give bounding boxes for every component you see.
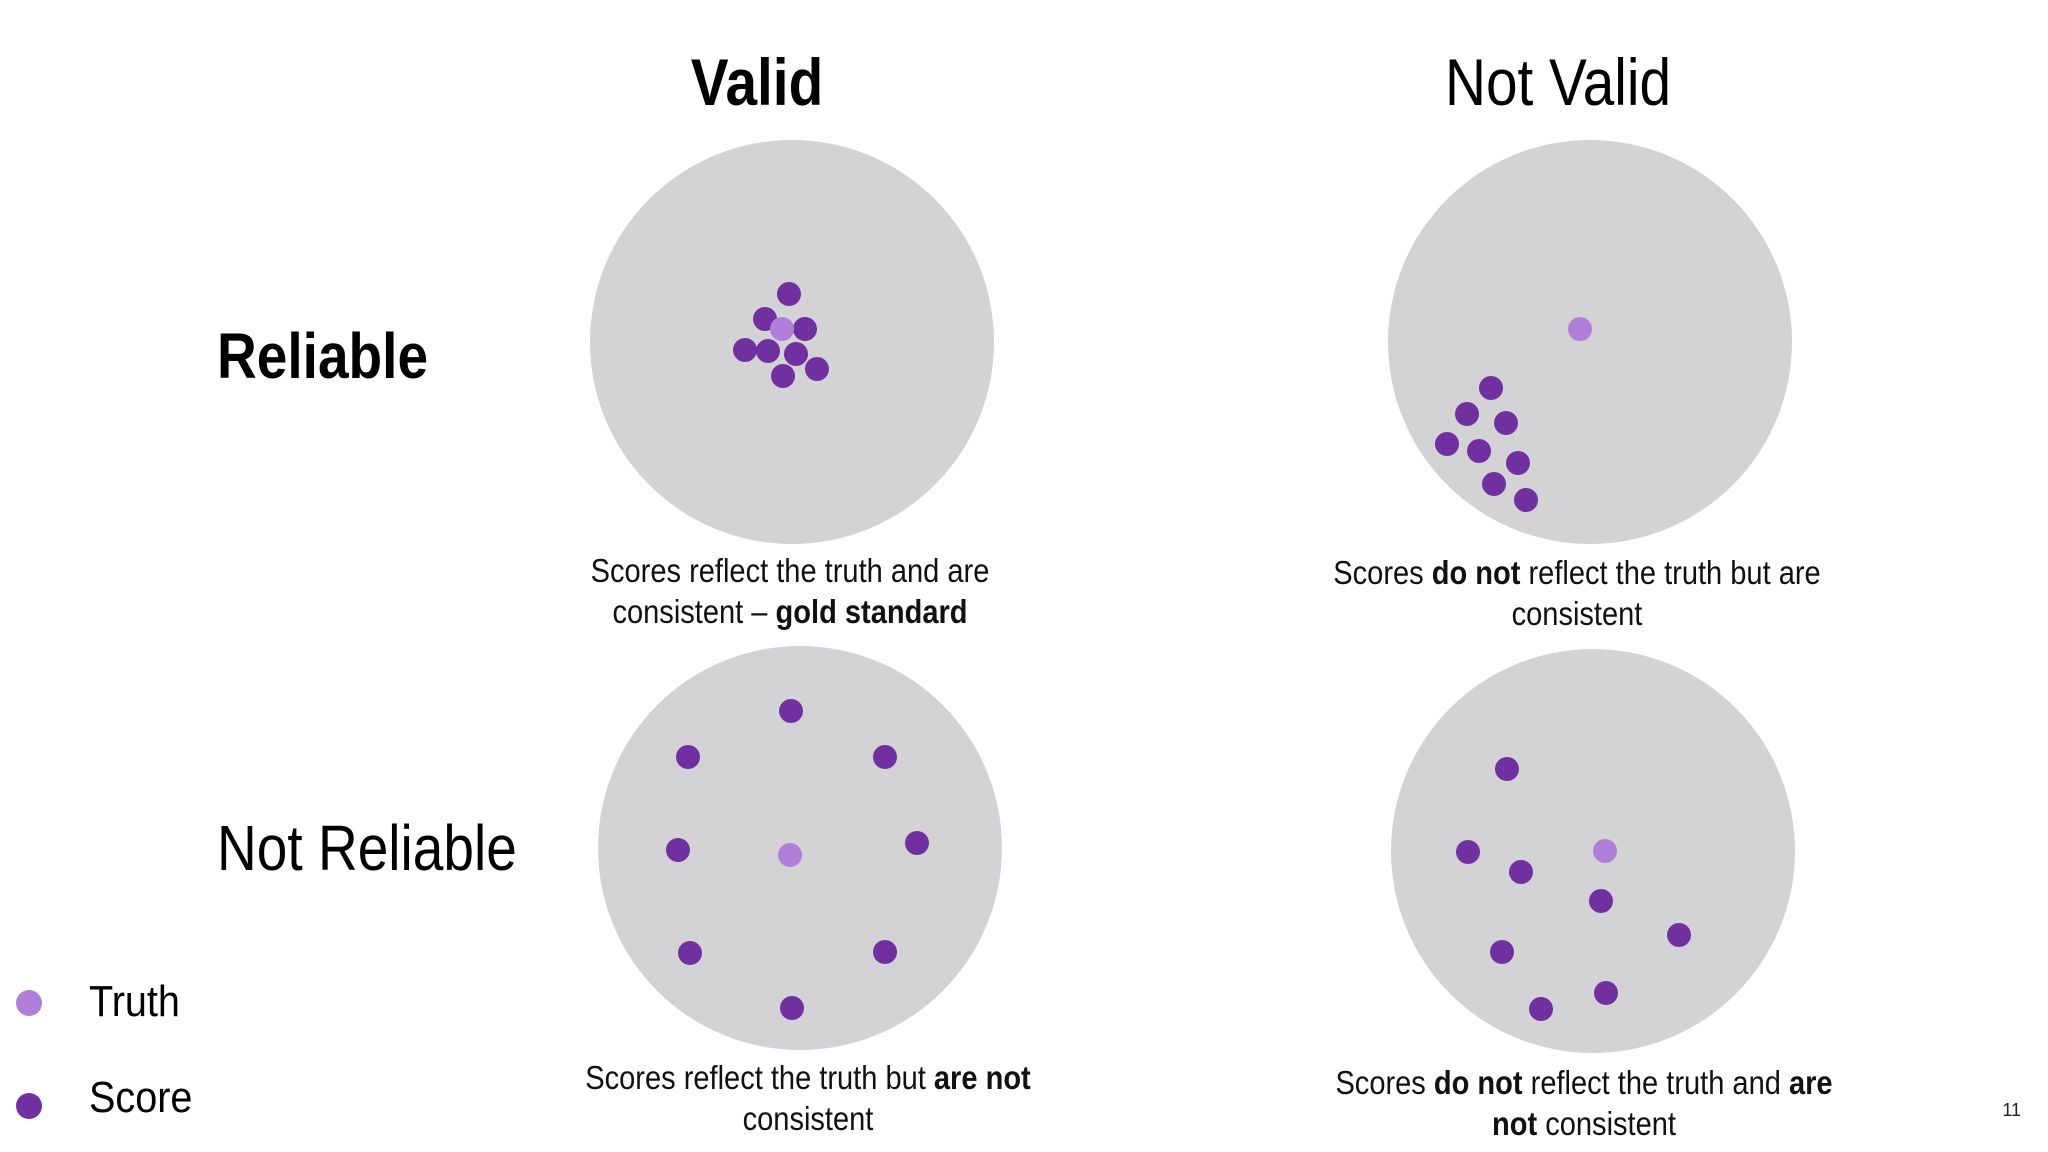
score-dot: [1435, 432, 1459, 456]
score-dot: [873, 745, 897, 769]
score-dot: [873, 940, 897, 964]
score-dot: [678, 941, 702, 965]
caption-not-reliable-valid: Scores reflect the truth but are not con…: [585, 1059, 1031, 1137]
score-dot: [793, 317, 817, 341]
score-dot: [777, 282, 801, 306]
score-dot: [1467, 439, 1491, 463]
caption-not-reliable-not-valid: Scores do not reflect the truth and are …: [1335, 1064, 1833, 1142]
truth-dot: [770, 317, 794, 341]
target-disc: [590, 140, 994, 544]
target-not-reliable-valid: [598, 646, 1002, 1050]
score-dot: [1494, 411, 1518, 435]
legend-truth-label: Truth: [89, 977, 180, 1026]
row-label-not-reliable: Not Reliable: [217, 812, 517, 884]
score-dot: [1509, 860, 1533, 884]
score-dot: [1490, 940, 1514, 964]
target-reliable-not-valid: [1388, 140, 1792, 544]
score-dot: [1529, 997, 1553, 1021]
score-dot: [779, 699, 803, 723]
legend-score-label: Score: [89, 1073, 193, 1122]
score-dot: [805, 357, 829, 381]
truth-dot: [778, 843, 802, 867]
target-not-reliable-not-valid: [1391, 649, 1795, 1053]
score-dot: [733, 338, 757, 362]
score-dot: [771, 364, 795, 388]
legend-truth-dot: [16, 990, 42, 1016]
target-disc: [1388, 140, 1792, 544]
caption-reliable-not-valid: Scores do not reflect the truth but are …: [1333, 554, 1821, 632]
header-not-valid: Not Valid: [1444, 45, 1672, 119]
score-dot: [676, 745, 700, 769]
score-dot: [1667, 923, 1691, 947]
row-label-reliable: Reliable: [217, 320, 429, 392]
legend-score-dot: [16, 1093, 42, 1119]
caption-reliable-valid: Scores reflect the truth and are consist…: [590, 552, 990, 630]
truth-dot: [1568, 317, 1592, 341]
score-dot: [1589, 889, 1613, 913]
score-dot: [1514, 488, 1538, 512]
score-dot: [1495, 757, 1519, 781]
header-valid: Valid: [690, 45, 824, 119]
score-dot: [1479, 376, 1503, 400]
score-dot: [1456, 840, 1480, 864]
score-dot: [756, 339, 780, 363]
score-dot: [1482, 472, 1506, 496]
score-dot: [1455, 402, 1479, 426]
score-dot: [780, 996, 804, 1020]
score-dot: [905, 831, 929, 855]
truth-dot: [1593, 839, 1617, 863]
score-dot: [666, 838, 690, 862]
score-dot: [784, 342, 808, 366]
page-number: 11: [2002, 1100, 2021, 1120]
score-dot: [1506, 451, 1530, 475]
target-reliable-valid: [590, 140, 994, 544]
score-dot: [1594, 981, 1618, 1005]
